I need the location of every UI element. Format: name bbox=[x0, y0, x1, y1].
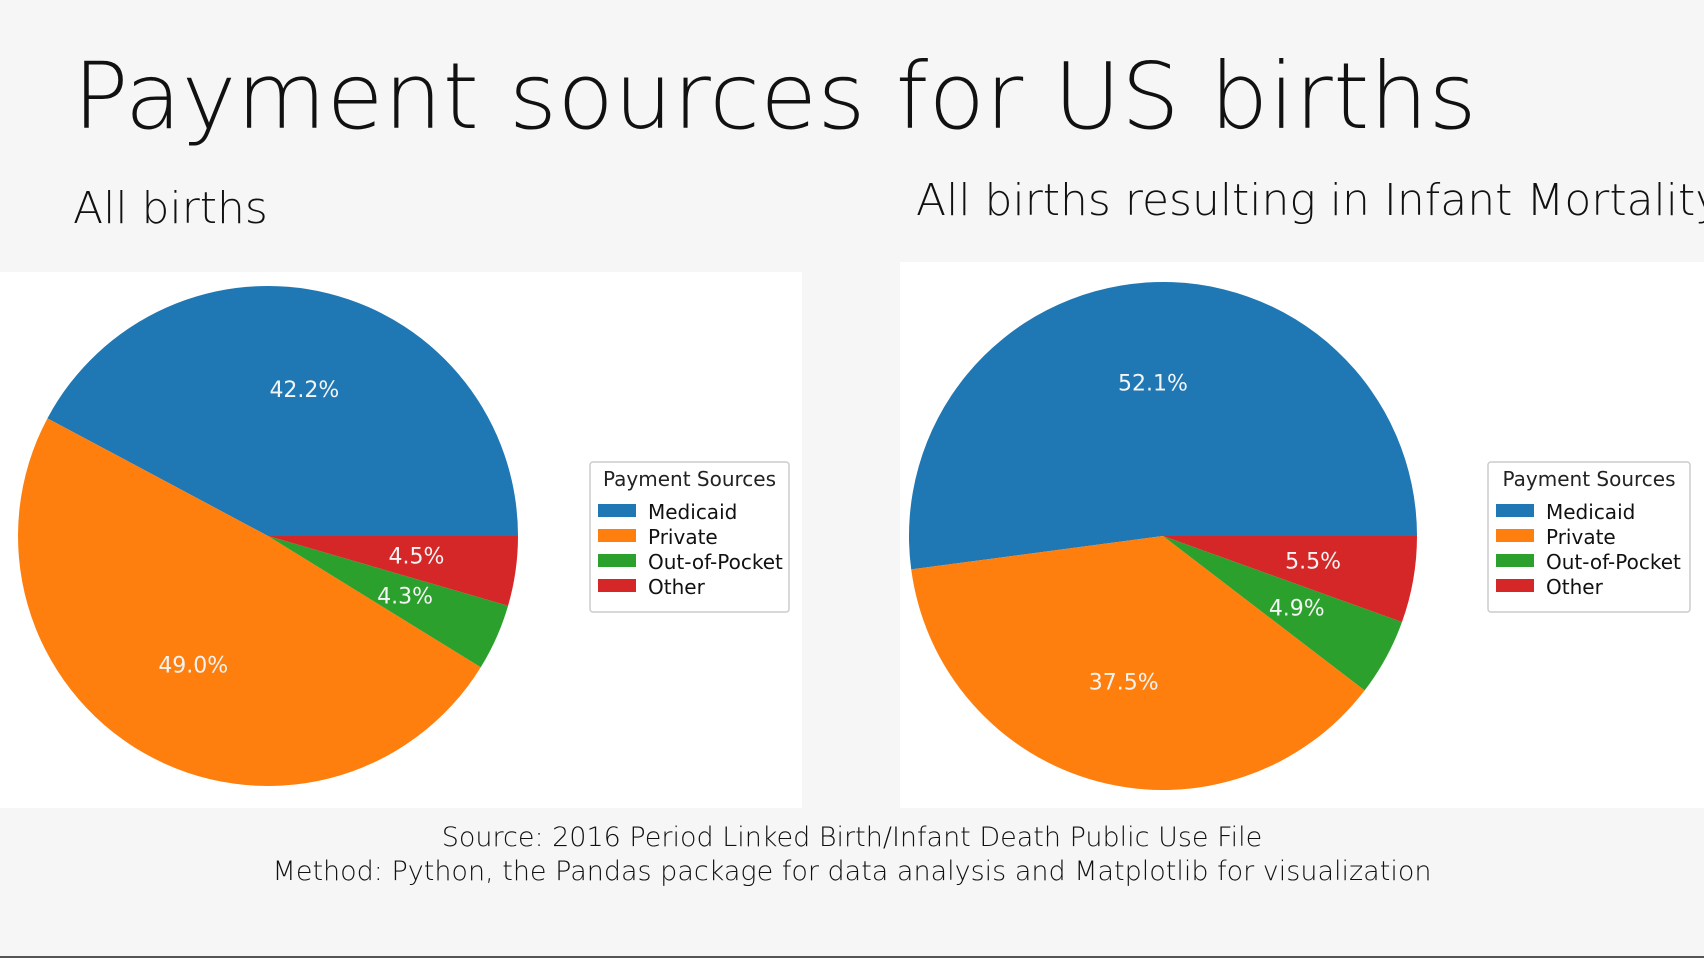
legend-label-private: Private bbox=[648, 525, 718, 549]
slice-label-medicaid: 42.2% bbox=[269, 378, 339, 403]
legend-swatch-private bbox=[1496, 529, 1534, 542]
pie-slice-other bbox=[1163, 536, 1417, 623]
legend-title: Payment Sources bbox=[603, 467, 776, 491]
slide-title: Payment sources for US births bbox=[73, 43, 1478, 150]
pie-chart-infant-mortality: 52.1% 37.5% 4.9% 5.5% Payment Sources Medicai… bbox=[909, 281, 1691, 791]
pie-slice-other bbox=[268, 536, 518, 606]
pie-slice-private bbox=[17, 418, 481, 787]
legend-label-other: Other bbox=[648, 575, 706, 599]
legend-label-other: Other bbox=[1546, 575, 1604, 599]
legend-label-out-of-pocket: Out-of-Pocket bbox=[648, 550, 783, 574]
chart-title-infant-mortality: All births resulting in Infant Mortality bbox=[916, 175, 1704, 226]
legend-label-medicaid: Medicaid bbox=[648, 500, 737, 524]
legend-label-private: Private bbox=[1546, 525, 1616, 549]
legend-box bbox=[1487, 461, 1691, 613]
legend-swatch-out-of-pocket bbox=[1496, 554, 1534, 567]
legend-label-out-of-pocket: Out-of-Pocket bbox=[1546, 550, 1681, 574]
legend-swatch-medicaid bbox=[598, 504, 636, 517]
legend-swatch-other bbox=[1496, 579, 1534, 592]
slice-label-other: 5.5% bbox=[1285, 550, 1341, 575]
legend-label-medicaid: Medicaid bbox=[1546, 500, 1635, 524]
legend-title: Payment Sources bbox=[1502, 467, 1675, 491]
pie-chart-all-births: 42.2% 49.0% 4.3% 4.5% Payment Sources Medicai… bbox=[17, 286, 790, 787]
chart-title-all-births: All births bbox=[73, 183, 268, 234]
legend: Payment Sources MedicaidPrivateOut-of-Poc… bbox=[1487, 461, 1691, 613]
legend: Payment Sources MedicaidPrivateOut-of-Poc… bbox=[589, 461, 790, 613]
pie-slice-out-of-pocket bbox=[268, 536, 509, 668]
slice-label-other: 4.5% bbox=[389, 545, 445, 570]
bottom-rule bbox=[0, 956, 1704, 958]
legend-swatch-other bbox=[598, 579, 636, 592]
legend-swatch-out-of-pocket bbox=[598, 554, 636, 567]
slice-label-out-of-pocket: 4.9% bbox=[1269, 596, 1325, 621]
legend-swatch-private bbox=[598, 529, 636, 542]
pie-slice-medicaid bbox=[909, 281, 1417, 570]
pie-slice-out-of-pocket bbox=[1163, 536, 1402, 691]
pie-slice-medicaid bbox=[47, 286, 519, 536]
legend-box bbox=[589, 461, 790, 613]
method-line: Method: Python, the Pandas package for d… bbox=[272, 856, 1432, 887]
slice-label-medicaid: 52.1% bbox=[1118, 371, 1188, 396]
pie-slice-private bbox=[911, 536, 1365, 791]
footer-notes: Source: 2016 Period Linked Birth/Infant … bbox=[0, 821, 1704, 889]
chart-panel-all-births: 42.2% 49.0% 4.3% 4.5% Payment Sources Medicai… bbox=[0, 272, 802, 808]
legend-swatch-medicaid bbox=[1496, 504, 1534, 517]
slice-label-private: 49.0% bbox=[158, 654, 228, 679]
chart-panel-infant-mortality: 52.1% 37.5% 4.9% 5.5% Payment Sources Medicai… bbox=[900, 262, 1704, 808]
source-line: Source: 2016 Period Linked Birth/Infant … bbox=[441, 822, 1263, 853]
slice-label-out-of-pocket: 4.3% bbox=[377, 584, 433, 609]
slice-label-private: 37.5% bbox=[1089, 671, 1159, 696]
